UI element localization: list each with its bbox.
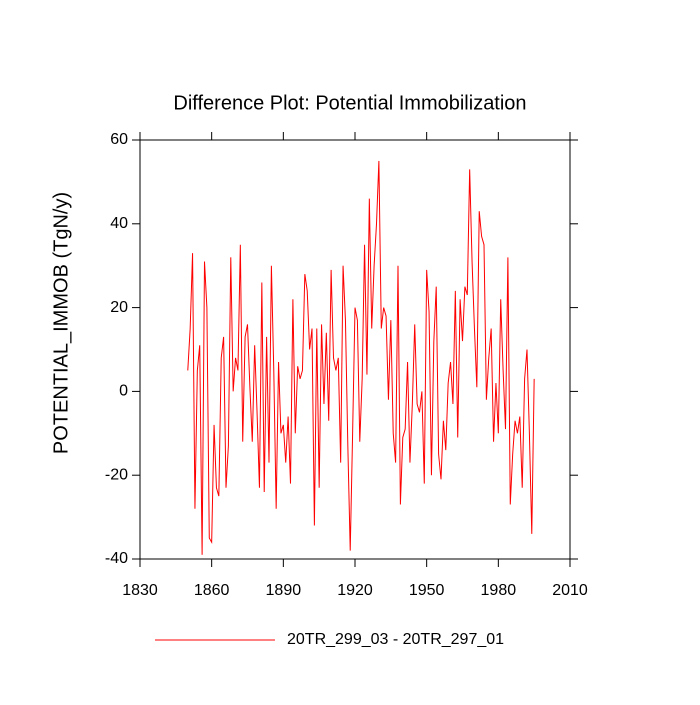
legend-label: 20TR_299_03 - 20TR_297_01 — [287, 631, 504, 648]
y-axis-label: POTENTIAL_IMMOB (TgN/y) — [50, 192, 72, 454]
x-tick-label: 1920 — [337, 582, 373, 599]
y-tick-label: -40 — [105, 550, 128, 567]
x-tick-label: 2010 — [552, 582, 588, 599]
x-tick-label: 1830 — [122, 582, 158, 599]
y-tick-label: -20 — [105, 466, 128, 483]
y-tick-label: 0 — [119, 383, 128, 400]
chart-title: Difference Plot: Potential Immobilizatio… — [173, 92, 526, 114]
x-tick-label: 1860 — [194, 582, 230, 599]
y-tick-label: 40 — [110, 215, 128, 232]
plot-frame — [139, 139, 571, 560]
y-tick-label: 60 — [110, 131, 128, 148]
x-tick-label: 1950 — [409, 582, 445, 599]
x-tick-label: 1980 — [481, 582, 517, 599]
data-line — [187, 160, 535, 555]
x-tick-label: 1890 — [266, 582, 302, 599]
y-tick-label: 20 — [110, 299, 128, 316]
